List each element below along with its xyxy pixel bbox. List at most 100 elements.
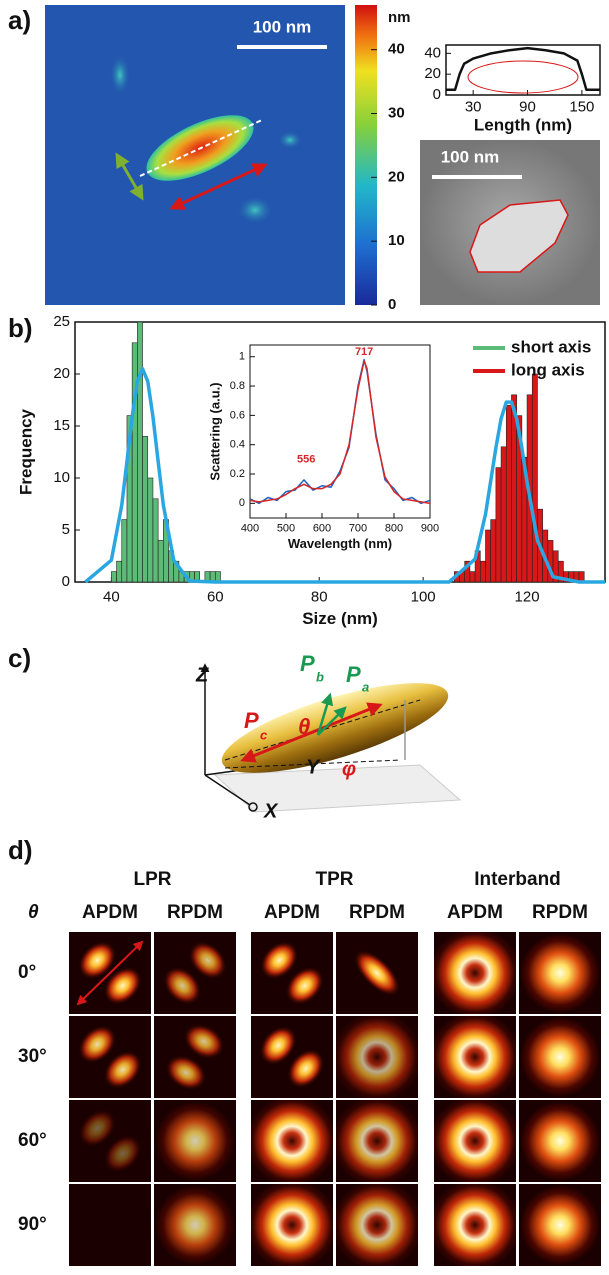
pdm-image — [251, 1184, 333, 1266]
x-axis-end — [248, 802, 258, 812]
x-tick-label: 400 — [241, 523, 259, 535]
pdm-spot — [520, 933, 600, 1013]
pdm-lobe — [287, 1048, 325, 1089]
afm-feature — [278, 131, 302, 149]
y-tick-label: 40 — [424, 44, 441, 61]
x-tick-label: 150 — [569, 99, 594, 116]
y-tick-label: 15 — [53, 417, 70, 434]
pdm-lobe — [260, 941, 299, 980]
colorbar-tick-label: 30 — [388, 104, 405, 121]
group-header: TPR — [316, 869, 354, 890]
diagram-label: Y — [306, 756, 321, 778]
pdm-lobe — [285, 966, 324, 1005]
y-tick-label: 5 — [62, 521, 70, 538]
pdm-image — [434, 1016, 516, 1098]
long-axis-line — [139, 119, 263, 177]
y-tick-label: 25 — [53, 313, 70, 330]
sem-particle — [469, 199, 569, 273]
pdm-image — [519, 1184, 601, 1266]
pb-arrow — [316, 692, 334, 736]
bar — [142, 436, 149, 583]
row-label: 0° — [18, 962, 36, 983]
scale-bar-label: 100 nm — [441, 147, 500, 166]
x-axis-label: Length (nm) — [474, 115, 572, 134]
bar — [531, 373, 538, 583]
y-tick-label: 0.2 — [230, 468, 245, 480]
pdm-image — [336, 1184, 418, 1266]
y-tick-label: 0 — [239, 497, 245, 509]
diagram-label: c — [260, 727, 268, 742]
plot-frame — [445, 44, 601, 96]
row-label: 30° — [18, 1046, 47, 1067]
bar — [500, 446, 507, 583]
y-tick-label: 0.4 — [230, 439, 245, 451]
x-tick-label: 900 — [421, 523, 439, 535]
pdm-ring — [434, 932, 516, 1014]
pa-arrow — [317, 706, 347, 736]
bar — [479, 560, 486, 583]
diagram-label: P — [300, 651, 315, 676]
pdm-image — [251, 1016, 333, 1098]
column-header: RPDM — [532, 902, 588, 923]
column-header: RPDM — [349, 902, 405, 923]
pdm-lobe — [103, 1050, 142, 1089]
x-tick-label: 600 — [313, 523, 331, 535]
bar — [505, 404, 512, 583]
bar — [116, 560, 123, 583]
pdm-spot — [155, 1101, 235, 1181]
y-tick-label: 20 — [53, 365, 70, 382]
x-tick-label: 60 — [207, 588, 224, 605]
bar — [469, 571, 476, 583]
panel-label: b) — [8, 313, 33, 343]
pdm-ring — [336, 1100, 418, 1182]
pdm-lobe — [183, 1023, 225, 1060]
diagram-label: θ — [298, 714, 310, 739]
y-tick-label: 20 — [424, 65, 441, 82]
afm-feature — [110, 55, 130, 95]
bar — [111, 571, 117, 583]
pdm-spot — [520, 1017, 600, 1097]
y-tick-label: 0 — [62, 573, 70, 590]
peak-annotation: 556 — [297, 453, 315, 465]
pdm-spot — [155, 1185, 235, 1265]
row-label: 90° — [18, 1214, 47, 1235]
x-tick-label: 100 — [411, 588, 436, 605]
particle-outline — [467, 60, 579, 94]
pdm-ring — [434, 1100, 516, 1182]
column-header: RPDM — [167, 902, 223, 923]
bar — [147, 477, 154, 583]
colorbar-tick-label: 0 — [388, 296, 396, 313]
y-axis-label: Frequency — [16, 408, 35, 495]
column-header: APDM — [447, 902, 503, 923]
pdm-image — [251, 1100, 333, 1182]
long-axis-arrow — [240, 702, 383, 763]
pdm-lobe — [165, 1054, 207, 1091]
row-title: θ — [28, 902, 39, 923]
pdm-image — [251, 932, 333, 1014]
scale-bar-label: 100 nm — [253, 17, 312, 36]
polarization-arrow — [76, 940, 144, 1006]
pdm-background — [69, 1184, 151, 1266]
pdm-image — [154, 1184, 236, 1266]
pdm-image — [69, 1016, 151, 1098]
panel-label: d) — [8, 835, 33, 865]
diagram-label: Z — [195, 664, 209, 686]
diagram-label: b — [316, 669, 324, 684]
column-header: APDM — [264, 902, 320, 923]
pdm-image — [434, 1184, 516, 1266]
bar — [137, 321, 143, 583]
bar — [121, 519, 128, 583]
colorbar-label: nm — [388, 9, 411, 26]
pdm-lobe — [78, 1109, 117, 1148]
pdm-ring — [336, 1016, 418, 1098]
y-tick-label: 0 — [433, 86, 441, 103]
x-axis-label: Size (nm) — [302, 609, 378, 628]
column-header: APDM — [82, 902, 138, 923]
pdm-spot — [520, 1185, 600, 1265]
x-tick-label: 30 — [465, 99, 482, 116]
pdm-ring — [251, 1184, 333, 1266]
pdm-lobe — [353, 949, 401, 997]
data-line — [446, 46, 600, 92]
short-axis-arrow — [115, 152, 144, 201]
